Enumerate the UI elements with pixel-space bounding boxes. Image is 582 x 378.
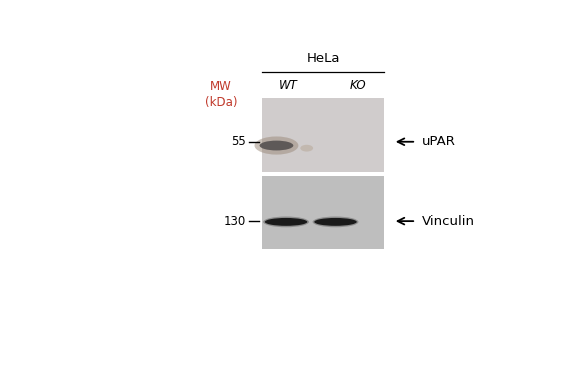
Text: HeLa: HeLa	[306, 52, 340, 65]
Ellipse shape	[300, 145, 313, 152]
Bar	[262, 98, 384, 172]
Text: Vinculin: Vinculin	[422, 215, 475, 228]
Ellipse shape	[263, 217, 309, 227]
Text: MW
(kDa): MW (kDa)	[205, 80, 237, 109]
Ellipse shape	[260, 141, 293, 150]
Text: 130: 130	[223, 215, 246, 228]
Ellipse shape	[314, 218, 357, 226]
Ellipse shape	[254, 136, 299, 155]
Text: uPAR: uPAR	[422, 135, 456, 148]
Text: KO: KO	[350, 79, 366, 91]
Text: WT: WT	[279, 79, 297, 91]
Ellipse shape	[265, 218, 307, 226]
Text: 55: 55	[231, 135, 246, 148]
Bar	[262, 176, 384, 249]
Ellipse shape	[313, 217, 359, 227]
